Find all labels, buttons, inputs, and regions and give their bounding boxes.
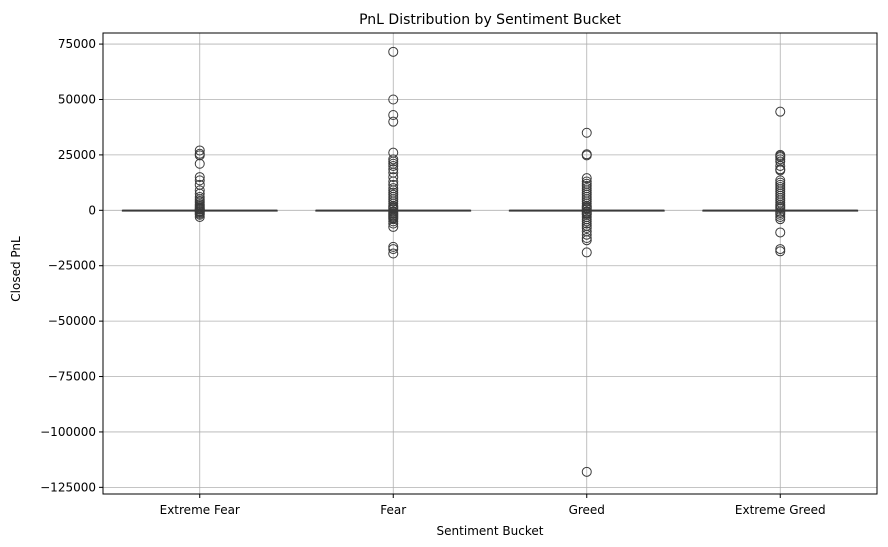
- x-axis: Extreme Fear Fear Greed Extreme Greed: [160, 494, 826, 517]
- outlier-point: [194, 209, 205, 220]
- outlier-point: [581, 223, 592, 234]
- outlier-point: [388, 164, 399, 175]
- box-extreme-greed: [702, 106, 859, 257]
- outlier-point: [581, 466, 592, 477]
- outlier-point: [388, 214, 399, 225]
- outlier-point: [388, 110, 399, 121]
- x-axis-title: Sentiment Bucket: [437, 524, 544, 538]
- outlier-point: [775, 193, 786, 204]
- outlier-point: [194, 192, 205, 203]
- y-tick-label: −100000: [40, 425, 96, 439]
- outlier-point: [581, 196, 592, 207]
- y-axis-title: Closed PnL: [9, 236, 23, 302]
- outlier-point: [388, 46, 399, 57]
- outlier-point: [775, 211, 786, 222]
- outlier-point: [775, 244, 786, 255]
- outlier-point: [581, 173, 592, 184]
- outlier-point: [388, 94, 399, 105]
- outlier-point: [775, 227, 786, 238]
- y-tick-label: 75000: [58, 37, 96, 51]
- outlier-point: [581, 150, 592, 161]
- outlier-point: [581, 229, 592, 240]
- y-tick-label: −50000: [48, 314, 96, 328]
- outlier-point: [775, 165, 786, 176]
- outlier-point: [775, 214, 786, 225]
- y-tick-label: −75000: [48, 370, 96, 384]
- outlier-point: [388, 172, 399, 183]
- outlier-point: [388, 116, 399, 127]
- outlier-point: [775, 246, 786, 257]
- outlier-point: [194, 211, 205, 222]
- grid-lines: [103, 33, 877, 494]
- outlier-point: [388, 241, 399, 252]
- y-tick-label: 25000: [58, 148, 96, 162]
- outlier-point: [581, 218, 592, 229]
- outlier-point: [388, 244, 399, 255]
- outlier-point: [581, 204, 592, 215]
- x-tick-label: Extreme Greed: [735, 503, 826, 517]
- outlier-point: [581, 235, 592, 246]
- outlier-point: [388, 179, 399, 190]
- outlier-point: [194, 145, 205, 156]
- outlier-point: [581, 247, 592, 258]
- outlier-point: [581, 216, 592, 227]
- box-extreme-fear: [121, 145, 278, 222]
- outlier-point: [388, 218, 399, 229]
- outlier-point: [388, 248, 399, 259]
- x-tick-label: Greed: [569, 503, 605, 517]
- outlier-point: [388, 221, 399, 232]
- box-series: [121, 46, 859, 477]
- outlier-point: [388, 196, 399, 207]
- outlier-point: [388, 154, 399, 165]
- y-tick-label: 0: [88, 203, 96, 217]
- x-tick-label: Fear: [380, 503, 406, 517]
- outlier-point: [775, 203, 786, 214]
- outlier-point: [775, 209, 786, 220]
- outlier-point: [194, 172, 205, 183]
- y-tick-label: 50000: [58, 92, 96, 106]
- outlier-point: [388, 160, 399, 171]
- outlier-point: [388, 216, 399, 227]
- outlier-point: [775, 106, 786, 117]
- chart-title: PnL Distribution by Sentiment Bucket: [359, 12, 621, 28]
- outlier-point: [194, 158, 205, 169]
- outlier-point: [194, 150, 205, 161]
- box-fear: [315, 46, 472, 259]
- plot-frame: [102, 32, 878, 495]
- y-tick-label: −25000: [48, 259, 96, 273]
- outlier-point: [581, 127, 592, 138]
- outlier-point: [194, 175, 205, 186]
- outlier-point: [388, 156, 399, 167]
- outlier-point: [775, 154, 786, 165]
- x-tick-label: Extreme Fear: [160, 503, 240, 517]
- y-axis: 75000 50000 25000 0 −25000 −50000 −75000 −10000…: [40, 37, 103, 494]
- outlier-point: [581, 233, 592, 244]
- y-tick-label: −125000: [40, 480, 96, 494]
- box-greed: [508, 127, 665, 477]
- outlier-point: [775, 160, 786, 171]
